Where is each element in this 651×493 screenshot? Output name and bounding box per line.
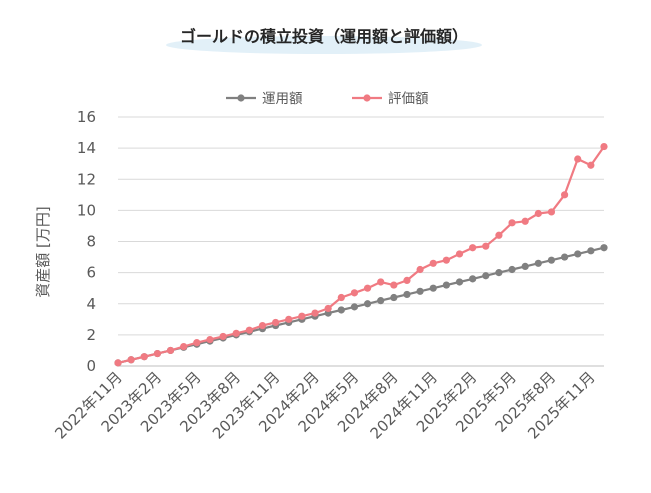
data-point	[442, 256, 450, 264]
y-tick-label: 12	[77, 170, 96, 188]
data-point	[337, 293, 345, 302]
data-point	[534, 209, 542, 218]
data-point	[495, 269, 503, 277]
data-point	[469, 275, 477, 283]
data-point	[547, 208, 556, 216]
legend: 運用額 評価額	[226, 91, 429, 107]
data-point	[377, 278, 385, 286]
y-tick-label: 6	[86, 264, 96, 282]
chart-title: ゴールドの積立投資（運用額と評価額）	[180, 27, 468, 46]
data-point	[455, 250, 464, 258]
y-tick-label: 14	[77, 139, 96, 157]
series-line	[117, 246, 605, 364]
data-point	[166, 346, 175, 355]
data-point	[600, 244, 608, 252]
data-point	[482, 242, 490, 250]
legend-marker	[363, 94, 371, 102]
data-point	[153, 349, 162, 358]
data-point	[521, 217, 529, 225]
data-point	[482, 272, 490, 280]
data-point	[547, 256, 556, 264]
data-point	[193, 339, 201, 347]
data-point	[560, 253, 569, 261]
data-point	[180, 342, 188, 351]
data-point	[363, 300, 372, 308]
data-point	[574, 250, 582, 258]
series-layer	[114, 142, 608, 367]
data-point	[298, 312, 306, 320]
data-point	[232, 329, 240, 337]
y-tick-label: 4	[86, 295, 96, 313]
data-point	[416, 287, 424, 295]
data-point	[442, 281, 450, 289]
y-tick-label: 8	[86, 233, 96, 251]
data-point	[324, 304, 332, 313]
data-point	[495, 231, 503, 239]
data-point	[560, 191, 569, 199]
title-decoration	[166, 36, 482, 54]
series-valuation-amount	[114, 142, 608, 367]
y-tick-label: 2	[86, 326, 96, 344]
legend-marker	[237, 94, 245, 102]
data-point	[363, 284, 372, 292]
data-point	[455, 278, 464, 286]
data-point	[140, 353, 148, 361]
data-point	[258, 321, 267, 330]
data-point	[521, 262, 529, 270]
legend-item: 運用額	[226, 91, 303, 107]
data-point	[114, 359, 122, 367]
data-point	[508, 219, 516, 227]
data-point	[206, 335, 214, 344]
data-point	[219, 332, 227, 341]
y-axis-title: 資産額 [万円]	[34, 206, 52, 297]
data-point	[350, 289, 359, 297]
data-point	[587, 161, 595, 169]
data-point	[272, 318, 280, 327]
data-point	[416, 265, 424, 274]
data-point	[285, 315, 293, 323]
data-point	[390, 293, 398, 302]
data-point	[508, 265, 516, 274]
data-point	[127, 356, 135, 364]
legend-label: 運用額	[262, 91, 303, 107]
data-point	[574, 155, 582, 163]
y-tick-label: 10	[77, 201, 96, 219]
data-point	[403, 290, 411, 299]
legend-label: 評価額	[388, 91, 429, 107]
data-point	[429, 284, 437, 292]
data-point	[390, 281, 398, 289]
y-tick-label: 0	[86, 357, 96, 375]
data-point	[469, 244, 477, 252]
data-point	[311, 309, 319, 317]
data-point	[245, 326, 253, 334]
legend-item: 評価額	[352, 91, 429, 107]
data-point	[429, 259, 437, 267]
data-point	[377, 297, 385, 305]
data-point	[350, 303, 359, 311]
data-point	[587, 247, 595, 255]
gridlines	[118, 116, 604, 367]
series-operating-amount	[114, 244, 608, 367]
data-point	[600, 142, 608, 151]
data-point	[403, 276, 411, 285]
data-point	[337, 306, 345, 314]
data-point	[534, 259, 542, 267]
y-tick-label: 16	[77, 108, 96, 126]
x-axis-ticks: 2022年11月2023年2月2023年5月2023年8月2023年11月202…	[51, 368, 598, 442]
y-axis-ticks: 0 2 4 6 8 10 12 14 16	[77, 108, 96, 375]
